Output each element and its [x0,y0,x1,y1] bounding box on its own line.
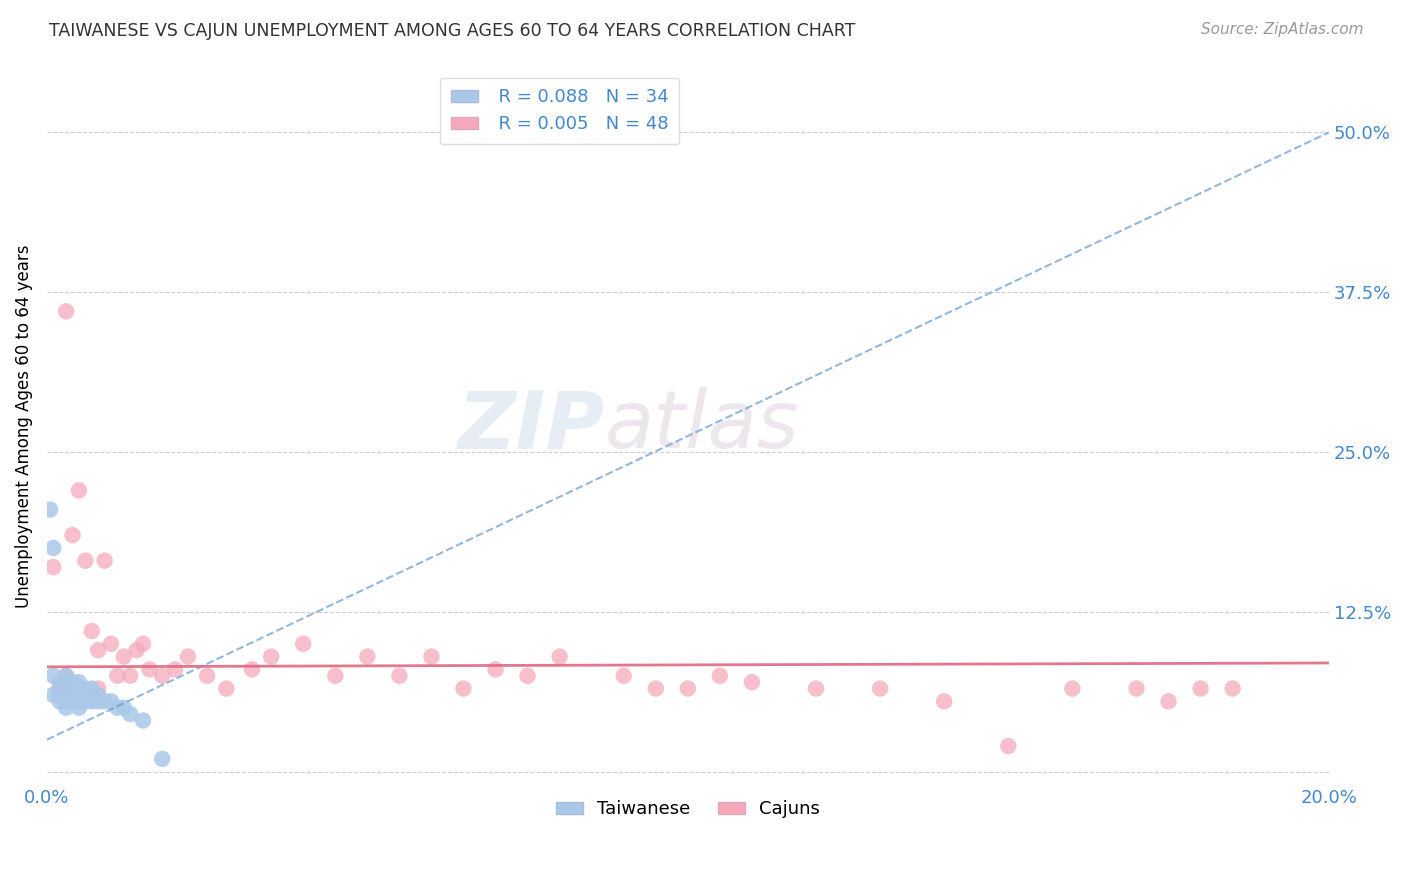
Point [100,694,122,708]
Point [48,675,70,690]
Point [112,700,135,714]
Point [1125,681,1147,696]
Point [613,669,636,683]
Text: ZIP: ZIP [457,387,605,466]
Point [80,694,103,708]
Point [75,681,97,696]
Point [260,649,283,664]
Point [323,669,346,683]
Text: Source: ZipAtlas.com: Source: ZipAtlas.com [1201,22,1364,37]
Point [67,675,90,690]
Point [87,681,110,696]
Point [55,694,77,708]
Point [55,681,77,696]
Point [80,624,103,638]
Point [292,637,315,651]
Text: TAIWANESE VS CAJUN UNEMPLOYMENT AMONG AGES 60 TO 64 YEARS CORRELATION CHART: TAIWANESE VS CAJUN UNEMPLOYMENT AMONG AG… [49,22,856,40]
Point [48,681,70,696]
Point [125,643,148,657]
Point [67,681,90,696]
Point [48,681,70,696]
Point [869,681,891,696]
Point [42,541,65,555]
Point [132,637,155,651]
Point [42,669,65,683]
Point [75,554,97,568]
Point [48,688,70,702]
Point [1062,681,1084,696]
Legend: Taiwanese, Cajuns: Taiwanese, Cajuns [548,793,827,825]
Point [67,700,90,714]
Point [39,502,62,516]
Point [62,675,84,690]
Point [516,669,538,683]
Point [87,643,110,657]
Point [548,649,571,664]
Point [62,681,84,696]
Point [240,662,263,676]
Point [150,752,173,766]
Point [420,649,443,664]
Point [676,681,699,696]
Point [997,739,1019,753]
Point [93,554,115,568]
Point [388,669,411,683]
Point [62,528,84,542]
Point [105,669,128,683]
Point [55,669,77,683]
Point [67,694,90,708]
Point [138,662,160,676]
Point [42,688,65,702]
Point [644,681,666,696]
Point [48,694,70,708]
Point [93,694,115,708]
Point [75,694,97,708]
Point [165,662,187,676]
Point [804,681,827,696]
Point [55,700,77,714]
Point [215,681,238,696]
Y-axis label: Unemployment Among Ages 60 to 64 years: Unemployment Among Ages 60 to 64 years [15,244,32,608]
Point [1189,681,1212,696]
Point [1222,681,1244,696]
Point [195,669,218,683]
Point [55,304,77,318]
Point [484,662,506,676]
Point [453,681,475,696]
Point [150,669,173,683]
Point [120,707,142,722]
Point [55,669,77,683]
Point [132,714,155,728]
Point [356,649,378,664]
Point [112,649,135,664]
Point [67,483,90,498]
Point [62,688,84,702]
Point [100,637,122,651]
Point [105,700,128,714]
Point [1157,694,1180,708]
Point [177,649,200,664]
Point [42,560,65,574]
Point [87,694,110,708]
Point [62,694,84,708]
Point [709,669,731,683]
Point [80,681,103,696]
Point [55,688,77,702]
Point [87,688,110,702]
Point [120,669,142,683]
Text: atlas: atlas [605,387,799,466]
Point [934,694,956,708]
Point [741,675,763,690]
